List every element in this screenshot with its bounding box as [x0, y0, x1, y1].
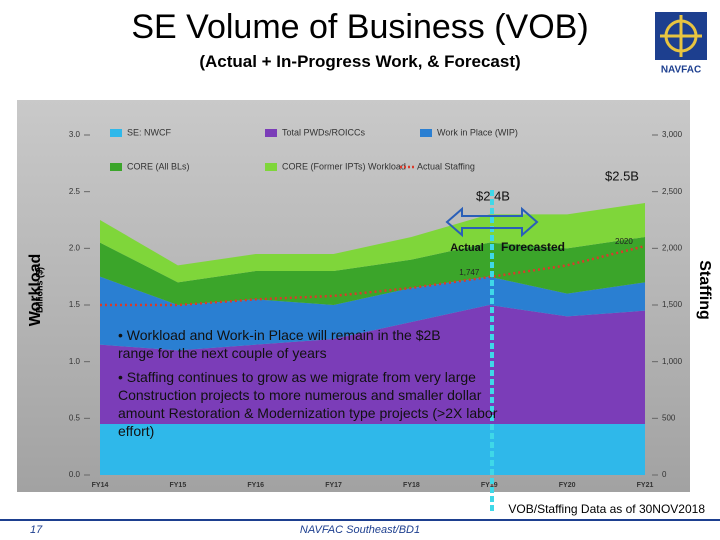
x-tick-label: FY21 [637, 482, 654, 489]
legend-label: Work in Place (WIP) [437, 127, 518, 137]
y-axis-label: Billions ($) [34, 267, 44, 313]
logo-text: NAVFAC [661, 65, 701, 76]
bullet-text: Staffing continues to grow as we migrate… [118, 369, 498, 439]
y2-tick-label: 3,000 [662, 130, 683, 139]
bullet-text: Workload and Work-in Place will remain i… [118, 327, 441, 361]
x-tick-label: FY17 [325, 482, 342, 489]
y-tick-label: 2.5 [69, 187, 81, 196]
x-tick-label: FY15 [169, 482, 186, 489]
legend-label: CORE (Former IPTs) Workload [282, 161, 406, 171]
legend-swatch [110, 163, 122, 171]
double-arrow [445, 206, 539, 238]
area [100, 237, 645, 305]
area [100, 203, 645, 283]
staffing-label: Staffing [696, 260, 713, 320]
annotation: $2.5B [605, 168, 639, 183]
slide-title: SE Volume of Business (VOB) [131, 8, 589, 46]
y-tick-label: 1.0 [69, 357, 81, 366]
y-tick-label: 0.5 [69, 413, 81, 422]
y2-tick-label: 1,000 [662, 357, 683, 366]
legend-label: Actual Staffing [417, 161, 475, 171]
data-label: 2020 [615, 237, 633, 246]
bullet: • Staffing continues to grow as we migra… [118, 369, 498, 439]
area [100, 424, 645, 475]
area [100, 305, 645, 424]
workload-label: Workload [27, 254, 44, 327]
y2-tick-label: 1,500 [662, 300, 683, 309]
y2-tick-label: 2,000 [662, 243, 683, 252]
footer-text: NAVFAC Southeast/BD1 [300, 524, 420, 536]
x-tick-label: FY14 [92, 482, 109, 489]
y-tick-label: 2.0 [69, 243, 81, 252]
y-tick-label: 0.0 [69, 470, 81, 479]
area [100, 276, 645, 351]
x-tick-label: FY20 [559, 482, 576, 489]
bullet: • Workload and Work-in Place will remain… [118, 327, 441, 361]
y2-tick-label: 500 [662, 413, 676, 422]
legend-label: SE: NWCF [127, 127, 172, 137]
legend-label: CORE (All BLs) [127, 161, 190, 171]
annotation: Actual [450, 242, 484, 254]
y2-tick-label: 0 [662, 470, 667, 479]
logo: NAVFAC [655, 12, 707, 76]
legend-label: Total PWDs/ROICCs [282, 127, 366, 137]
y2-tick-label: 2,500 [662, 187, 683, 196]
slide-subtitle: (Actual + In-Progress Work, & Forecast) [199, 52, 521, 71]
y-tick-label: 3.0 [69, 130, 81, 139]
annotation: Forecasted [501, 240, 565, 254]
legend-swatch [265, 129, 277, 137]
data-label: 1,747 [459, 268, 480, 277]
legend-swatch [420, 129, 432, 137]
staffing-line [100, 244, 646, 307]
x-tick-label: FY18 [403, 482, 420, 489]
page-number: 17 [30, 524, 43, 536]
x-tick-label: FY19 [481, 482, 498, 489]
y-tick-label: 1.5 [69, 300, 81, 309]
legend-swatch [265, 163, 277, 171]
source-note: VOB/Staffing Data as of 30NOV2018 [508, 502, 705, 516]
x-tick-label: FY16 [247, 482, 264, 489]
legend-swatch [110, 129, 122, 137]
